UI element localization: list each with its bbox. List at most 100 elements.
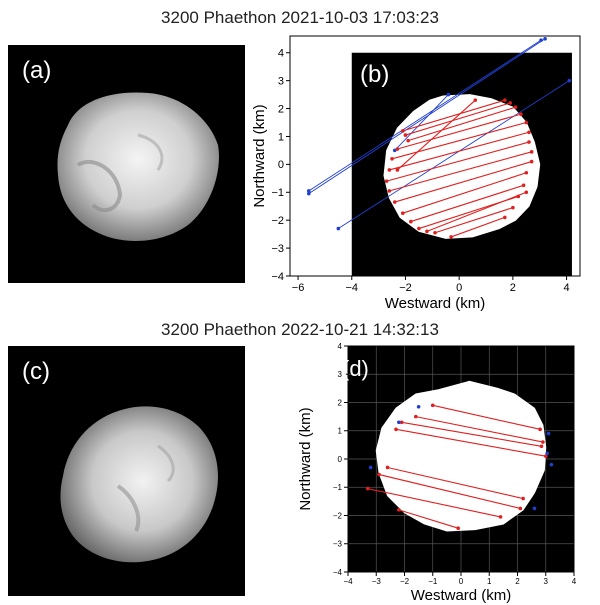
occultation-chord — [432, 404, 541, 430]
miss-point — [416, 404, 421, 409]
occultation-chord — [397, 99, 476, 171]
y-tick-label: 3 — [338, 370, 343, 379]
x-tick-label: 2 — [510, 282, 516, 294]
occultation-chord — [450, 216, 506, 238]
miss-point — [567, 78, 572, 83]
occultation-chord — [415, 416, 544, 443]
chord-endpoint — [513, 105, 518, 109]
occultation-chord — [387, 466, 524, 500]
miss-chord — [308, 39, 542, 192]
chord-endpoint — [395, 168, 400, 172]
miss-point — [543, 36, 547, 41]
chord-endpoint — [414, 414, 418, 419]
miss-point — [539, 38, 543, 42]
chord-endpoint — [498, 515, 503, 519]
chord-endpoint — [387, 168, 392, 172]
chord-endpoint — [406, 138, 410, 143]
occultation-chord — [426, 191, 527, 232]
chord-endpoint — [529, 159, 534, 164]
x-tick-label: 1 — [487, 577, 492, 586]
miss-point — [446, 92, 451, 97]
shape-model-panel-c: (c) — [8, 346, 245, 596]
y-axis-label: Northward (km) — [252, 104, 268, 207]
y-tick-label: 4 — [278, 48, 284, 60]
y-tick-label: 0 — [338, 455, 343, 464]
chord-endpoint — [394, 427, 398, 432]
occultation-chord — [397, 113, 522, 150]
occultation-chord — [391, 121, 527, 160]
chord-endpoint — [400, 129, 405, 133]
y-tick-label: −4 — [271, 271, 284, 283]
chord-endpoint — [539, 444, 544, 449]
chord-endpoint — [538, 427, 542, 432]
miss-point — [545, 451, 549, 456]
chord-endpoint — [417, 226, 421, 231]
chord-endpoint — [425, 229, 429, 234]
chord-endpoint — [377, 472, 381, 477]
y-tick-label: 1 — [338, 427, 343, 436]
x-tick-label: −4 — [343, 577, 353, 586]
y-tick-label: 3 — [278, 76, 284, 88]
chord-endpoint — [527, 130, 531, 135]
chord-endpoint — [403, 133, 408, 137]
miss-point — [336, 226, 341, 231]
chord-endpoint — [503, 98, 507, 102]
occultation-chord — [394, 161, 532, 203]
x-tick-label: −3 — [372, 577, 382, 586]
y-axis-label: Northward (km) — [297, 407, 314, 510]
occultation-chord — [398, 509, 459, 529]
chord-endpoint — [518, 506, 523, 511]
miss-chord — [338, 80, 570, 229]
miss-chord — [308, 38, 546, 195]
x-tick-label: 2 — [515, 577, 520, 586]
occultation-chord — [402, 99, 505, 132]
panel-label-c: (c) — [22, 358, 50, 385]
shape-model-panel-a: (a) — [8, 45, 245, 283]
chord-endpoint — [400, 211, 405, 216]
chord-endpoint — [511, 205, 515, 210]
occultation-chord — [402, 172, 527, 214]
panel-label-a: (a) — [22, 57, 52, 84]
chord-endpoint — [529, 150, 534, 154]
occultation-chord — [401, 421, 542, 447]
miss-point — [532, 506, 537, 511]
miss-point — [397, 420, 401, 425]
chord-endpoint — [521, 183, 526, 188]
y-tick-label: −1 — [333, 483, 343, 492]
chord-endpoint — [524, 120, 529, 125]
occultation-chord — [407, 106, 516, 142]
occultation-chord — [386, 141, 530, 182]
x-tick-label: 4 — [572, 577, 577, 586]
occultation-chord — [410, 184, 524, 223]
axes-frame — [289, 35, 581, 277]
chord-endpoint — [543, 454, 548, 458]
chord-endpoint — [397, 508, 401, 512]
chord-endpoint — [390, 156, 394, 161]
x-tick-label: 0 — [456, 282, 462, 294]
chord-endpoint — [541, 440, 545, 444]
chord-plot-d: Northward (km) Westward (km) −4 −3 −2 −1 0 1 2… — [297, 342, 577, 603]
y-tick-label: −1 — [271, 187, 284, 199]
x-tick-label: −1 — [428, 577, 438, 586]
x-tick-label: 0 — [459, 577, 464, 586]
chord-endpoint — [392, 200, 397, 204]
y-tick-label: −2 — [333, 511, 343, 520]
y-tick-label: −3 — [333, 540, 343, 549]
occultation-chord — [434, 207, 514, 234]
occultation-chord — [378, 474, 521, 509]
chord-endpoint — [527, 140, 531, 144]
figure-title-top: 3200 Phaethon 2021-10-03 17:03:23 — [161, 8, 439, 27]
asteroid-shape-a — [57, 92, 219, 241]
x-tick-label: −2 — [400, 577, 410, 586]
occultation-chord — [395, 428, 546, 457]
y-tick-label: 0 — [278, 159, 284, 171]
chord-endpoint — [365, 486, 370, 491]
chord-plot-b: Northward (km) Westward (km) −6 −4 −2 0 2 4 −4… — [252, 35, 581, 312]
chord-endpoint — [385, 465, 390, 470]
chord-endpoint — [519, 112, 523, 116]
occultation-chord — [389, 151, 532, 192]
figure-title-bottom: 3200 Phaethon 2022-10-21 14:32:13 — [161, 320, 439, 339]
occultation-chord — [389, 131, 530, 171]
y-tick-label: 4 — [338, 342, 343, 351]
chord-endpoint — [387, 189, 392, 193]
